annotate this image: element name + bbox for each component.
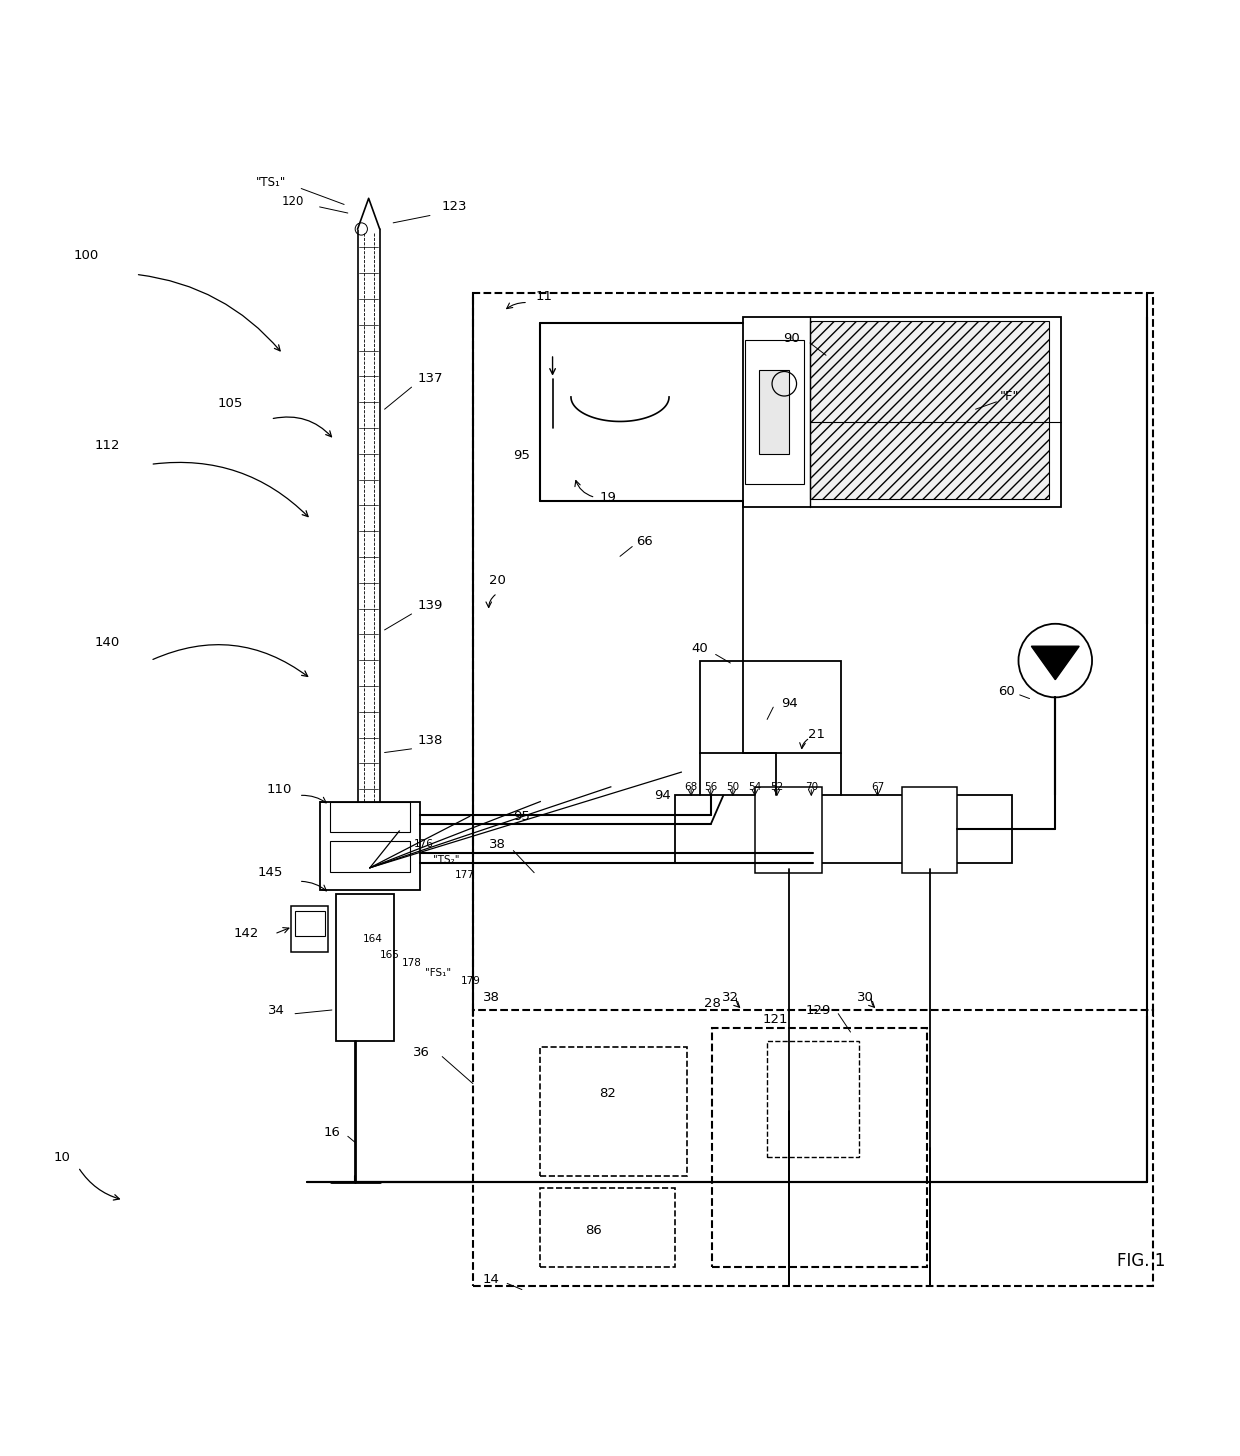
- Bar: [330, 802, 410, 833]
- Text: 38: 38: [489, 839, 506, 850]
- Text: 68: 68: [684, 782, 698, 792]
- Text: 20: 20: [489, 574, 506, 587]
- Text: 38: 38: [482, 992, 500, 1005]
- Bar: [541, 1188, 675, 1268]
- Text: 179: 179: [460, 976, 480, 986]
- Bar: [745, 341, 804, 485]
- Bar: [759, 370, 789, 454]
- Text: 32: 32: [722, 992, 739, 1005]
- Text: 52: 52: [770, 782, 784, 792]
- Bar: [295, 910, 325, 936]
- Text: 50: 50: [727, 782, 739, 792]
- Text: 11: 11: [536, 290, 553, 303]
- Text: 95: 95: [513, 810, 531, 823]
- Text: 121: 121: [763, 1013, 789, 1026]
- Text: 21: 21: [807, 728, 825, 741]
- Bar: [699, 661, 841, 753]
- Text: 120: 120: [281, 195, 304, 208]
- Text: "TS₂": "TS₂": [433, 856, 459, 865]
- Text: 164: 164: [362, 933, 382, 943]
- Text: 110: 110: [267, 783, 291, 796]
- Text: 112: 112: [94, 440, 120, 453]
- Text: 94: 94: [655, 789, 671, 802]
- Bar: [472, 1010, 1153, 1286]
- Text: 138: 138: [418, 734, 443, 747]
- Bar: [901, 786, 957, 872]
- Bar: [541, 1047, 687, 1175]
- Text: 14: 14: [482, 1273, 500, 1286]
- Bar: [810, 320, 1049, 499]
- Text: 178: 178: [402, 958, 422, 968]
- Text: 94: 94: [781, 697, 797, 711]
- Text: 28: 28: [703, 997, 720, 1010]
- Text: 123: 123: [441, 201, 467, 214]
- Text: 145: 145: [258, 866, 283, 879]
- Text: 177: 177: [454, 871, 474, 879]
- Text: 67: 67: [870, 782, 884, 792]
- Text: 70: 70: [805, 782, 818, 792]
- Text: "FS₁": "FS₁": [425, 968, 451, 978]
- Bar: [336, 894, 394, 1041]
- Bar: [768, 1041, 859, 1158]
- Text: 10: 10: [53, 1150, 71, 1163]
- Polygon shape: [357, 198, 379, 229]
- Text: 105: 105: [217, 396, 243, 409]
- Bar: [755, 786, 822, 872]
- Text: 176: 176: [414, 840, 434, 849]
- Text: 60: 60: [998, 684, 1014, 697]
- Text: 165: 165: [379, 949, 399, 960]
- Text: 139: 139: [418, 598, 443, 612]
- Text: 95: 95: [513, 450, 531, 463]
- Bar: [320, 802, 420, 890]
- Text: 54: 54: [748, 782, 761, 792]
- Text: 140: 140: [95, 636, 120, 649]
- Text: 129: 129: [806, 1003, 831, 1016]
- Bar: [330, 842, 410, 872]
- Text: 34: 34: [268, 1003, 285, 1016]
- Text: 66: 66: [636, 536, 653, 547]
- Bar: [712, 1028, 926, 1268]
- Text: 137: 137: [417, 373, 443, 384]
- Text: 16: 16: [324, 1125, 340, 1139]
- Text: 82: 82: [599, 1086, 616, 1099]
- Bar: [743, 317, 1061, 507]
- Text: "TS₁": "TS₁": [255, 176, 285, 189]
- Bar: [472, 293, 1153, 1016]
- Bar: [291, 906, 329, 952]
- Circle shape: [1018, 623, 1092, 697]
- Text: 142: 142: [233, 927, 259, 941]
- Text: 36: 36: [413, 1047, 430, 1060]
- Text: 40: 40: [692, 642, 708, 655]
- Text: 56: 56: [704, 782, 718, 792]
- Text: 30: 30: [857, 992, 874, 1005]
- Text: 90: 90: [784, 332, 800, 345]
- Text: 86: 86: [584, 1224, 601, 1238]
- Text: 100: 100: [74, 249, 99, 262]
- Text: 19: 19: [599, 491, 616, 504]
- Text: "F": "F": [1001, 390, 1019, 403]
- Bar: [675, 795, 1012, 863]
- Polygon shape: [1032, 646, 1079, 680]
- Text: FIG. 1: FIG. 1: [1117, 1252, 1166, 1270]
